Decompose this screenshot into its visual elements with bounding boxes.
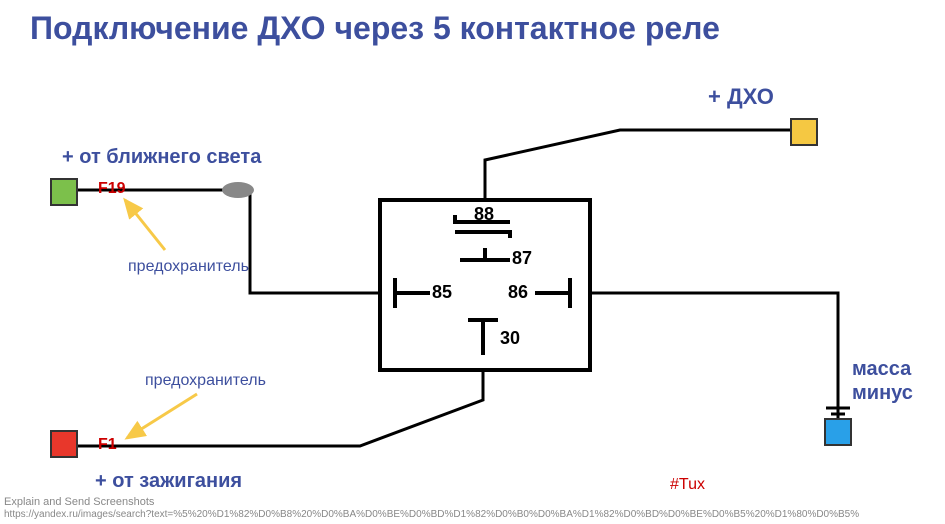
label-ground-1: масса	[852, 358, 911, 381]
label-ground-2: минус	[852, 382, 913, 405]
terminal-dho-square	[790, 118, 818, 146]
label-dho: + ДХО	[708, 84, 774, 110]
fuse-label-2: предохранитель	[145, 372, 266, 390]
hashtag: #Tux	[670, 476, 705, 494]
label-ignition: + от зажигания	[95, 470, 242, 493]
pin-87: 87	[512, 248, 532, 269]
terminal-ground-square	[824, 418, 852, 446]
terminal-lowbeam-square	[50, 178, 78, 206]
watermark-line-1: Explain and Send Screenshots	[4, 496, 154, 508]
pin-88: 88	[474, 204, 494, 225]
pin-85: 85	[432, 282, 452, 303]
diagram-title: Подключение ДХО через 5 контактное реле	[30, 10, 720, 47]
terminal-ignition-square	[50, 430, 78, 458]
pin-86: 86	[508, 282, 528, 303]
label-lowbeam: + от ближнего света	[62, 146, 261, 169]
watermark-line-2: https://yandex.ru/images/search?text=%5%…	[4, 509, 859, 520]
pin-30: 30	[500, 328, 520, 349]
fuse-label-1: предохранитель	[128, 258, 249, 276]
fuse-code-f19: F19	[98, 180, 126, 198]
fuse-code-f1: F1	[98, 436, 117, 454]
